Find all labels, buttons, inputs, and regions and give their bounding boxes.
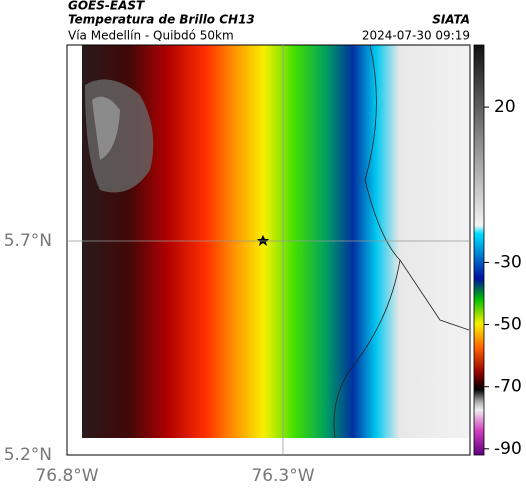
source: SIATA [432,13,470,27]
title: GOES-EAST [68,0,145,13]
x-tick-label: 76.3°W [251,466,314,486]
map-frame [66,44,471,456]
colorbar-tick-label: -30 [494,252,522,272]
colorbar [473,44,485,456]
colorbar-tick-label: -90 [494,439,522,459]
colorbar-tick-label: 20 [494,97,516,117]
y-tick-label: 5.7°N [4,231,52,251]
colorbar-tick-label: -50 [494,315,522,335]
location-star [257,235,269,246]
y-tick-label: 5.2°N [4,445,52,465]
region: Vía Medellín - Quibdó 50km [68,29,234,43]
coastline [333,44,470,439]
cold-cloud-core [92,96,120,160]
colorbar-tick-label: -70 [494,377,522,397]
subtitle: Temperatura de Brillo CH13 [68,13,255,27]
x-tick-label: 76.8°W [35,466,98,486]
datetime: 2024-07-30 09:19 [362,29,470,43]
